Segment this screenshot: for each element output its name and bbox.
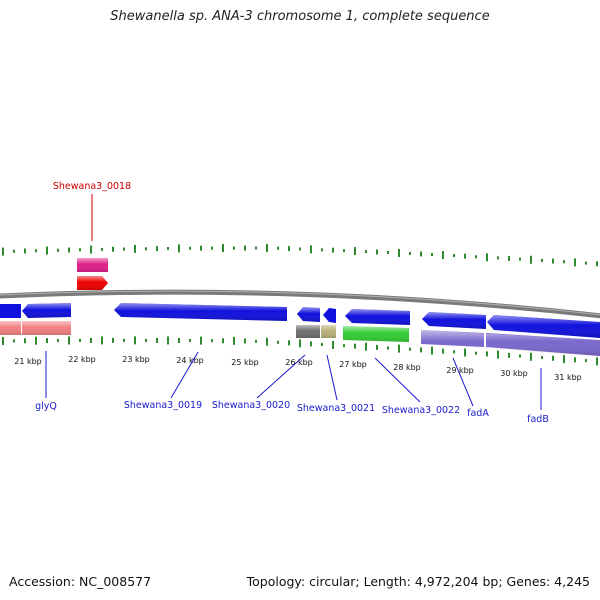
gene-label[interactable]: Shewana3_0020 <box>212 400 290 411</box>
chromosome-backbone <box>0 289 600 319</box>
gene-leader-line <box>452 357 474 407</box>
gc-skew-outer-track <box>2 244 598 267</box>
kbp-label: 31 kbp <box>554 373 582 382</box>
topology-text: Topology: circular; Length: 4,972,204 bp… <box>246 574 590 589</box>
map-title: Shewanella sp. ANA-3 chromosome 1, compl… <box>110 9 490 24</box>
gene-labels: Shewana3_0018 glyQ Shewana3_0019 Shewana3_0… <box>35 181 549 425</box>
kbp-label: 28 kbp <box>393 363 421 372</box>
gene-leader-line <box>374 357 421 403</box>
kbp-scale: 21 kbp 22 kbp 23 kbp 24 kbp 25 kbp 26 kbp 27 k… <box>14 355 582 382</box>
kbp-label: 24 kbp <box>176 356 204 365</box>
kbp-label: 30 kbp <box>500 369 528 378</box>
cog-fad[interactable] <box>421 330 600 356</box>
gene-leader-line <box>256 354 306 399</box>
cds-reverse-0019[interactable] <box>114 303 287 321</box>
kbp-label: 27 kbp <box>339 360 367 369</box>
feature-rna-0018[interactable] <box>77 258 108 272</box>
gene-leader-line <box>170 351 199 399</box>
gene-label[interactable]: Shewana3_0019 <box>124 400 202 411</box>
gene-label[interactable]: Shewana3_0018 <box>53 181 131 192</box>
kbp-label: 26 kbp <box>285 358 313 367</box>
gene-label[interactable]: Shewana3_0022 <box>382 405 460 416</box>
gene-label[interactable]: Shewana3_0021 <box>297 403 375 414</box>
kbp-label: 23 kbp <box>122 355 150 364</box>
cds-reverse-0022[interactable] <box>345 309 410 325</box>
gene-label[interactable]: glyQ <box>35 401 57 412</box>
cds-reverse-0021[interactable] <box>323 308 336 323</box>
cds-reverse-fadb[interactable] <box>487 315 600 338</box>
kbp-label: 21 kbp <box>14 357 42 366</box>
gene-leader-line <box>326 354 338 401</box>
cog-0022[interactable] <box>343 326 409 342</box>
cog-0020[interactable] <box>296 325 320 338</box>
gene-label[interactable]: fadA <box>467 408 489 419</box>
cds-reverse-fada[interactable] <box>422 312 486 329</box>
feature-forward-0018[interactable] <box>77 276 108 290</box>
gene-label[interactable]: fadB <box>527 414 549 425</box>
cog-glyq[interactable] <box>0 321 71 335</box>
gc-skew-inner-track <box>2 336 598 366</box>
kbp-label: 29 kbp <box>446 366 474 375</box>
cds-reverse-glyq[interactable] <box>0 303 71 318</box>
accession-text: Accession: NC_008577 <box>9 574 152 589</box>
kbp-label: 25 kbp <box>231 358 259 367</box>
kbp-label: 22 kbp <box>68 355 96 364</box>
cog-0021[interactable] <box>321 325 336 338</box>
chromosome-backbone-highlight <box>0 290 600 316</box>
cds-reverse-0020[interactable] <box>297 307 320 322</box>
